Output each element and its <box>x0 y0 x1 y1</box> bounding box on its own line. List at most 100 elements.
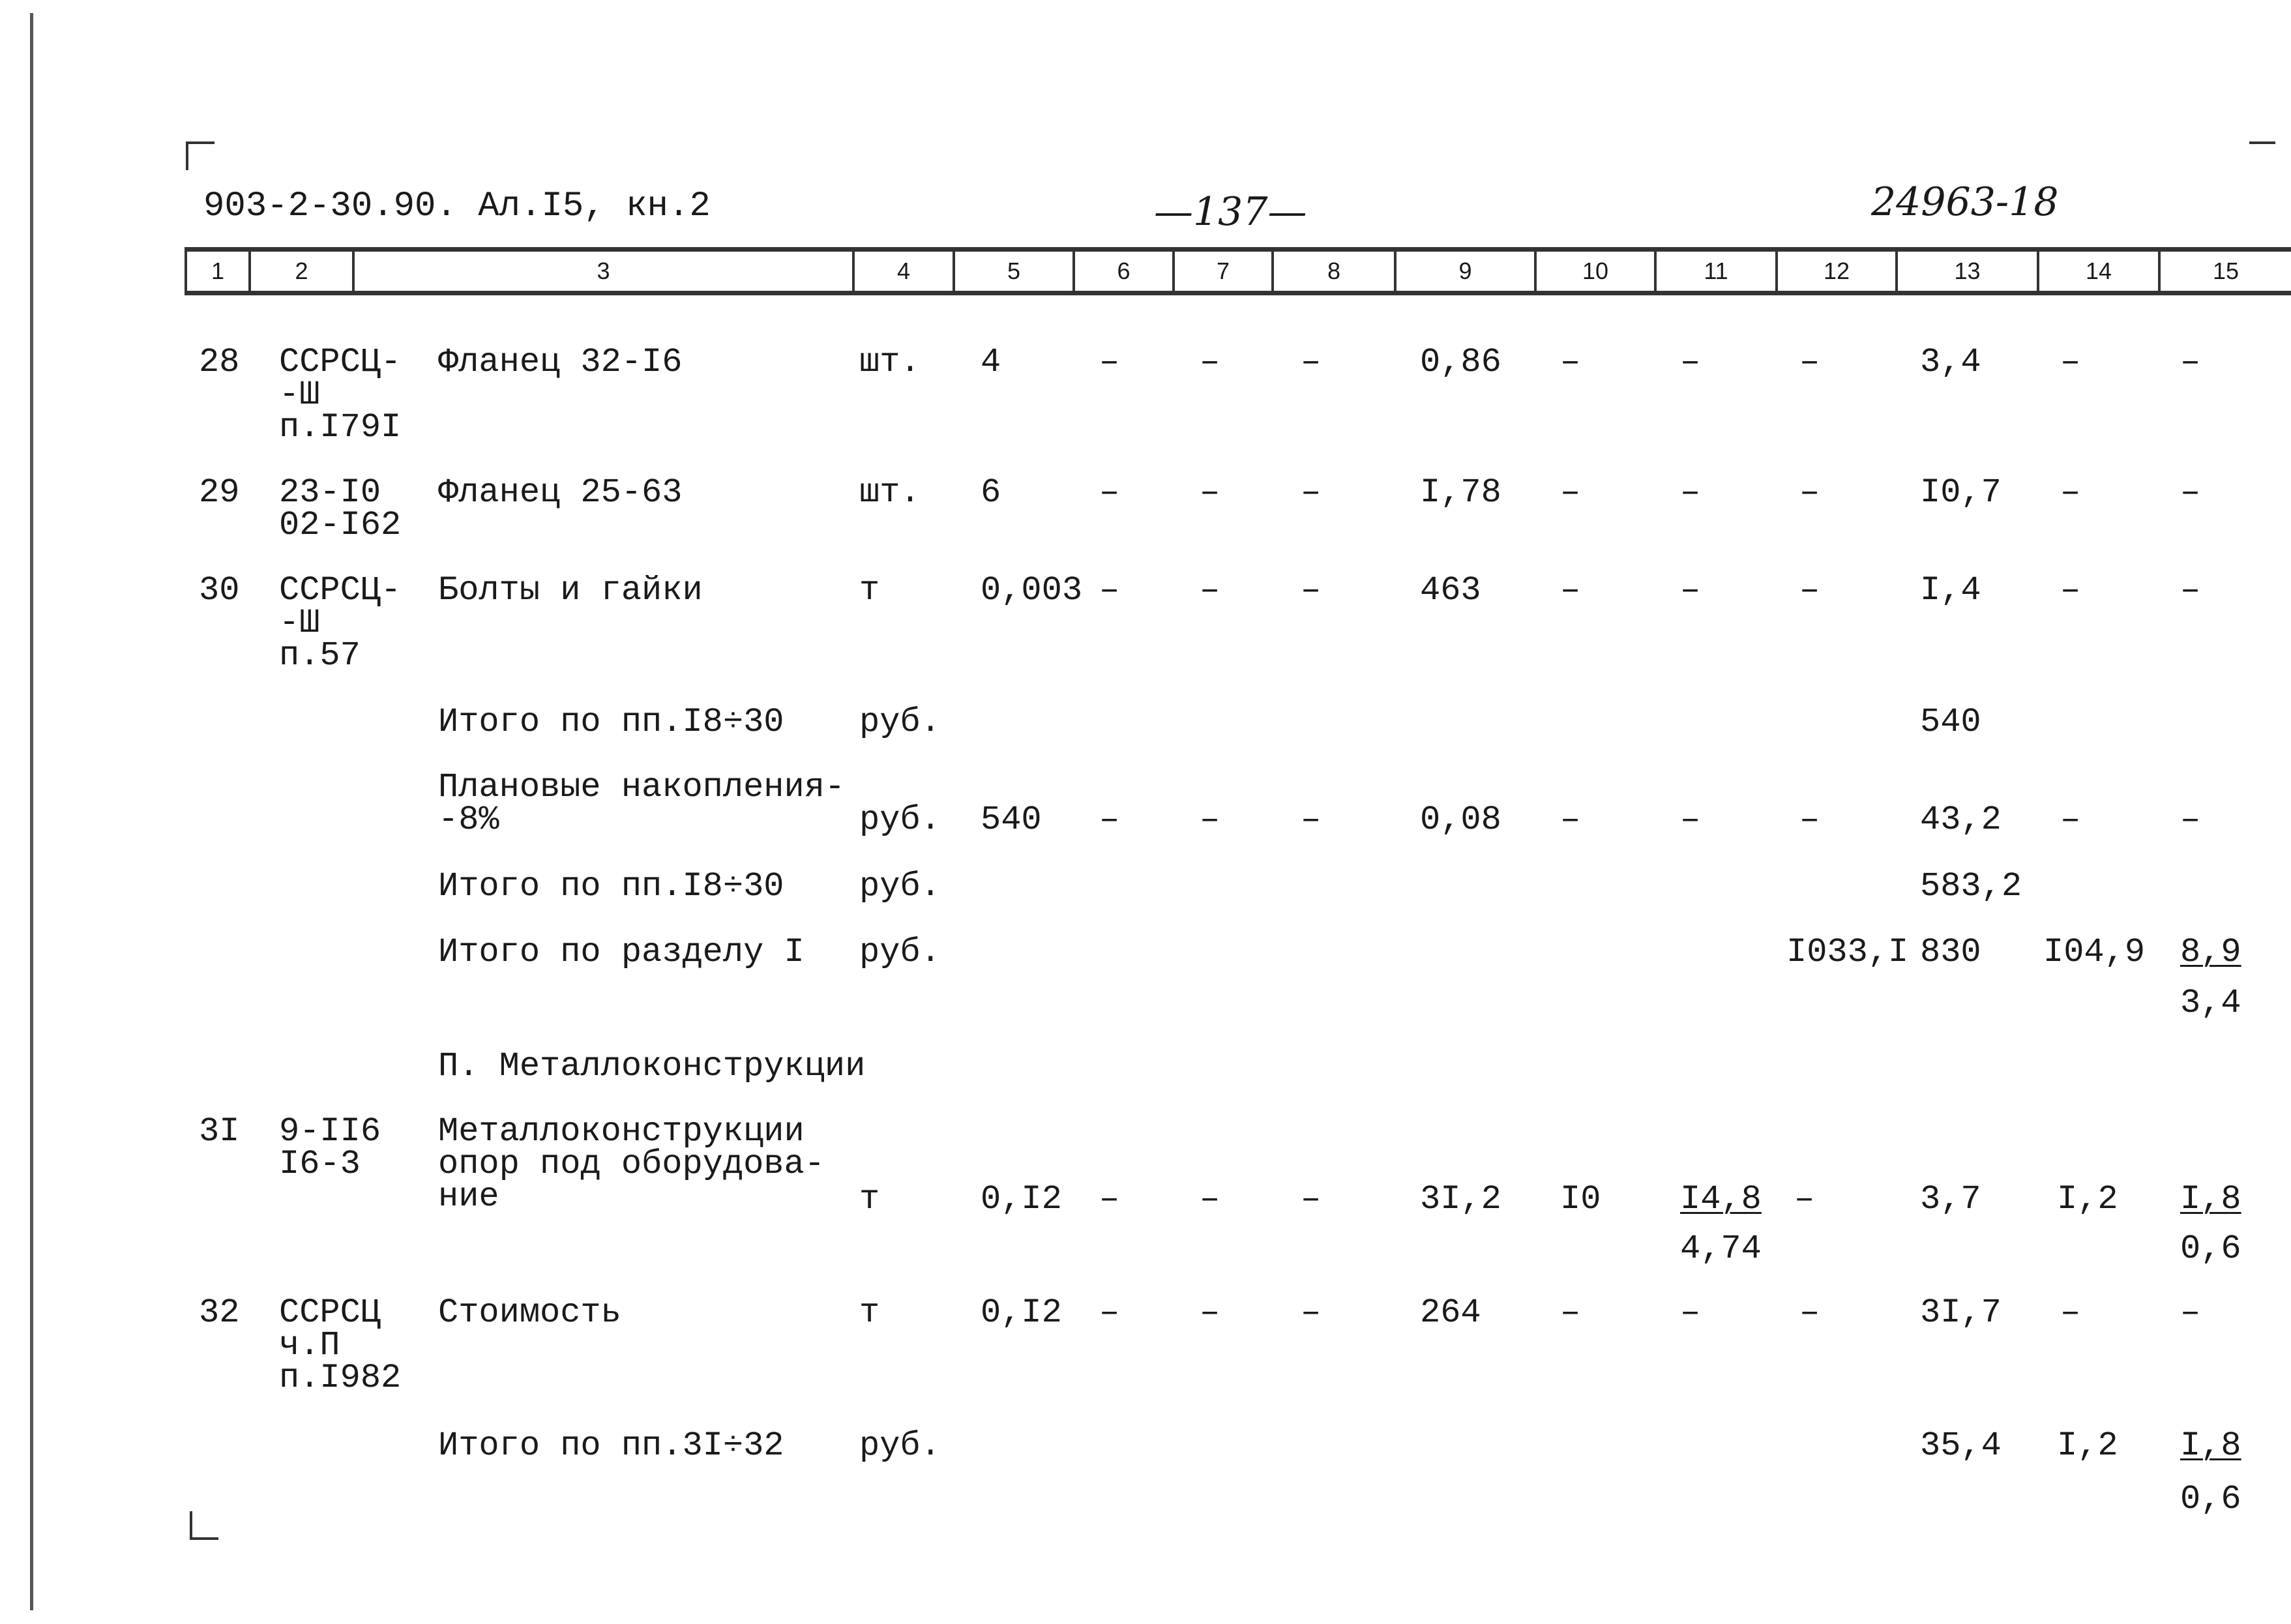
corner-mark-bottom-left <box>190 1511 218 1540</box>
col-header: 13 <box>1898 252 2039 291</box>
unit: руб. <box>859 933 941 971</box>
col-header: 10 <box>1537 252 1657 291</box>
cell: I0 <box>1560 1180 1601 1218</box>
cell: I04,9 <box>2043 933 2146 971</box>
cell: – <box>2180 571 2201 610</box>
cell: 0,86 <box>1420 343 1501 381</box>
cell-numerator: I,8 <box>2180 1180 2241 1218</box>
cell: – <box>2060 1293 2081 1332</box>
cell: – <box>1200 343 1220 381</box>
binding-edge-line <box>30 13 33 1610</box>
subtotal-label: Итого по пп.3I÷32 <box>438 1426 784 1465</box>
cell: 0,I2 <box>981 1293 1062 1332</box>
col-header: 9 <box>1397 252 1537 291</box>
unit: руб. <box>859 703 941 741</box>
column-number-header: 1 2 3 4 5 6 7 8 9 10 11 12 13 14 15 <box>185 247 2291 295</box>
unit: руб. <box>859 1426 941 1465</box>
col-header: 4 <box>855 252 955 291</box>
item-name: Плановые накопления- <box>438 768 846 806</box>
cell: – <box>1099 801 1120 839</box>
unit: руб. <box>859 867 941 906</box>
cell: – <box>1200 1180 1220 1218</box>
cell-denominator: 0,6 <box>2180 1480 2241 1518</box>
cell: 583,2 <box>1920 867 2022 906</box>
cell: – <box>1799 801 1820 839</box>
page-number: —137— <box>1154 189 1307 235</box>
document-code: 903-2-30.90. Ал.I5, кн.2 <box>203 186 711 226</box>
unit: т <box>859 1293 880 1332</box>
cell: – <box>1301 473 1322 512</box>
cell: – <box>1301 571 1322 610</box>
cell: – <box>1799 473 1820 512</box>
ref-line: ССРСЦ <box>279 1293 381 1332</box>
cell: 6 <box>981 473 1001 512</box>
ref-line: п.I982 <box>279 1359 402 1397</box>
cell: – <box>1560 801 1581 839</box>
cell-numerator: I4,8 <box>1680 1180 1762 1218</box>
col-header: 1 <box>187 252 251 291</box>
subtotal-label: Итого по пп.I8÷30 <box>438 867 784 906</box>
item-name: Болты и гайки <box>438 571 703 610</box>
unit: руб. <box>859 801 941 839</box>
col-header: 11 <box>1657 252 1778 291</box>
cell: – <box>1099 343 1120 381</box>
cell: 3,7 <box>1920 1180 1981 1218</box>
cell: 0,003 <box>981 571 1083 610</box>
cell: 264 <box>1420 1293 1481 1332</box>
item-name: ние <box>438 1177 499 1216</box>
item-name: Металлоконструкции <box>438 1112 805 1151</box>
cell: – <box>2180 473 2201 512</box>
cell: 3I,7 <box>1920 1293 2002 1332</box>
cell: – <box>1799 571 1820 610</box>
cell: 540 <box>1920 703 1981 741</box>
col-header: 7 <box>1175 252 1274 291</box>
cell-denominator: 0,6 <box>2180 1230 2241 1268</box>
cell: I,4 <box>1920 571 1981 610</box>
cell: 0,I2 <box>981 1180 1062 1218</box>
ref-line: 23-I0 <box>279 473 381 512</box>
cell-denominator: 4,74 <box>1680 1230 1762 1268</box>
cell: – <box>1200 801 1220 839</box>
cell: – <box>1099 1293 1120 1332</box>
row-number: 32 <box>199 1293 240 1332</box>
cell: – <box>1099 571 1120 610</box>
cell: – <box>1794 1180 1815 1218</box>
cell-numerator: I,8 <box>2180 1426 2241 1465</box>
cell: – <box>1680 801 1701 839</box>
cell: – <box>1301 343 1322 381</box>
cell: – <box>2180 343 2201 381</box>
item-name: -8% <box>438 801 499 839</box>
row-number: 29 <box>199 473 240 512</box>
cell: I0,7 <box>1920 473 2002 512</box>
cell: – <box>1799 1293 1820 1332</box>
cell: – <box>1680 473 1701 512</box>
cell: – <box>1301 801 1322 839</box>
col-header: 8 <box>1274 252 1397 291</box>
row-number: 28 <box>199 343 240 381</box>
cell: 3I,2 <box>1420 1180 1501 1218</box>
cell: – <box>1560 343 1581 381</box>
col-header: 6 <box>1075 252 1175 291</box>
cell: I033,I <box>1786 933 1909 971</box>
cell: – <box>1301 1180 1322 1218</box>
cell: – <box>2180 801 2201 839</box>
ref-line: п.57 <box>279 636 361 675</box>
item-name: Фланец 32-I6 <box>438 343 683 381</box>
cell: – <box>1560 473 1581 512</box>
col-header: 3 <box>355 252 855 291</box>
cell: 3,4 <box>1920 343 1981 381</box>
unit: т <box>859 571 880 610</box>
item-name: Фланец 25-63 <box>438 473 683 512</box>
row-number: 30 <box>199 571 240 610</box>
cell: – <box>1560 1293 1581 1332</box>
ref-line: 02-I62 <box>279 506 402 544</box>
cell: I,2 <box>2057 1426 2118 1465</box>
cell: 463 <box>1420 571 1481 610</box>
ref-line: 9-II6 <box>279 1112 381 1151</box>
col-header: 15 <box>2212 258 2239 284</box>
cell: – <box>1200 571 1220 610</box>
ref-line: -Ш <box>279 604 320 642</box>
item-name: опор под оборудова- <box>438 1145 825 1183</box>
cell: 43,2 <box>1920 801 2002 839</box>
